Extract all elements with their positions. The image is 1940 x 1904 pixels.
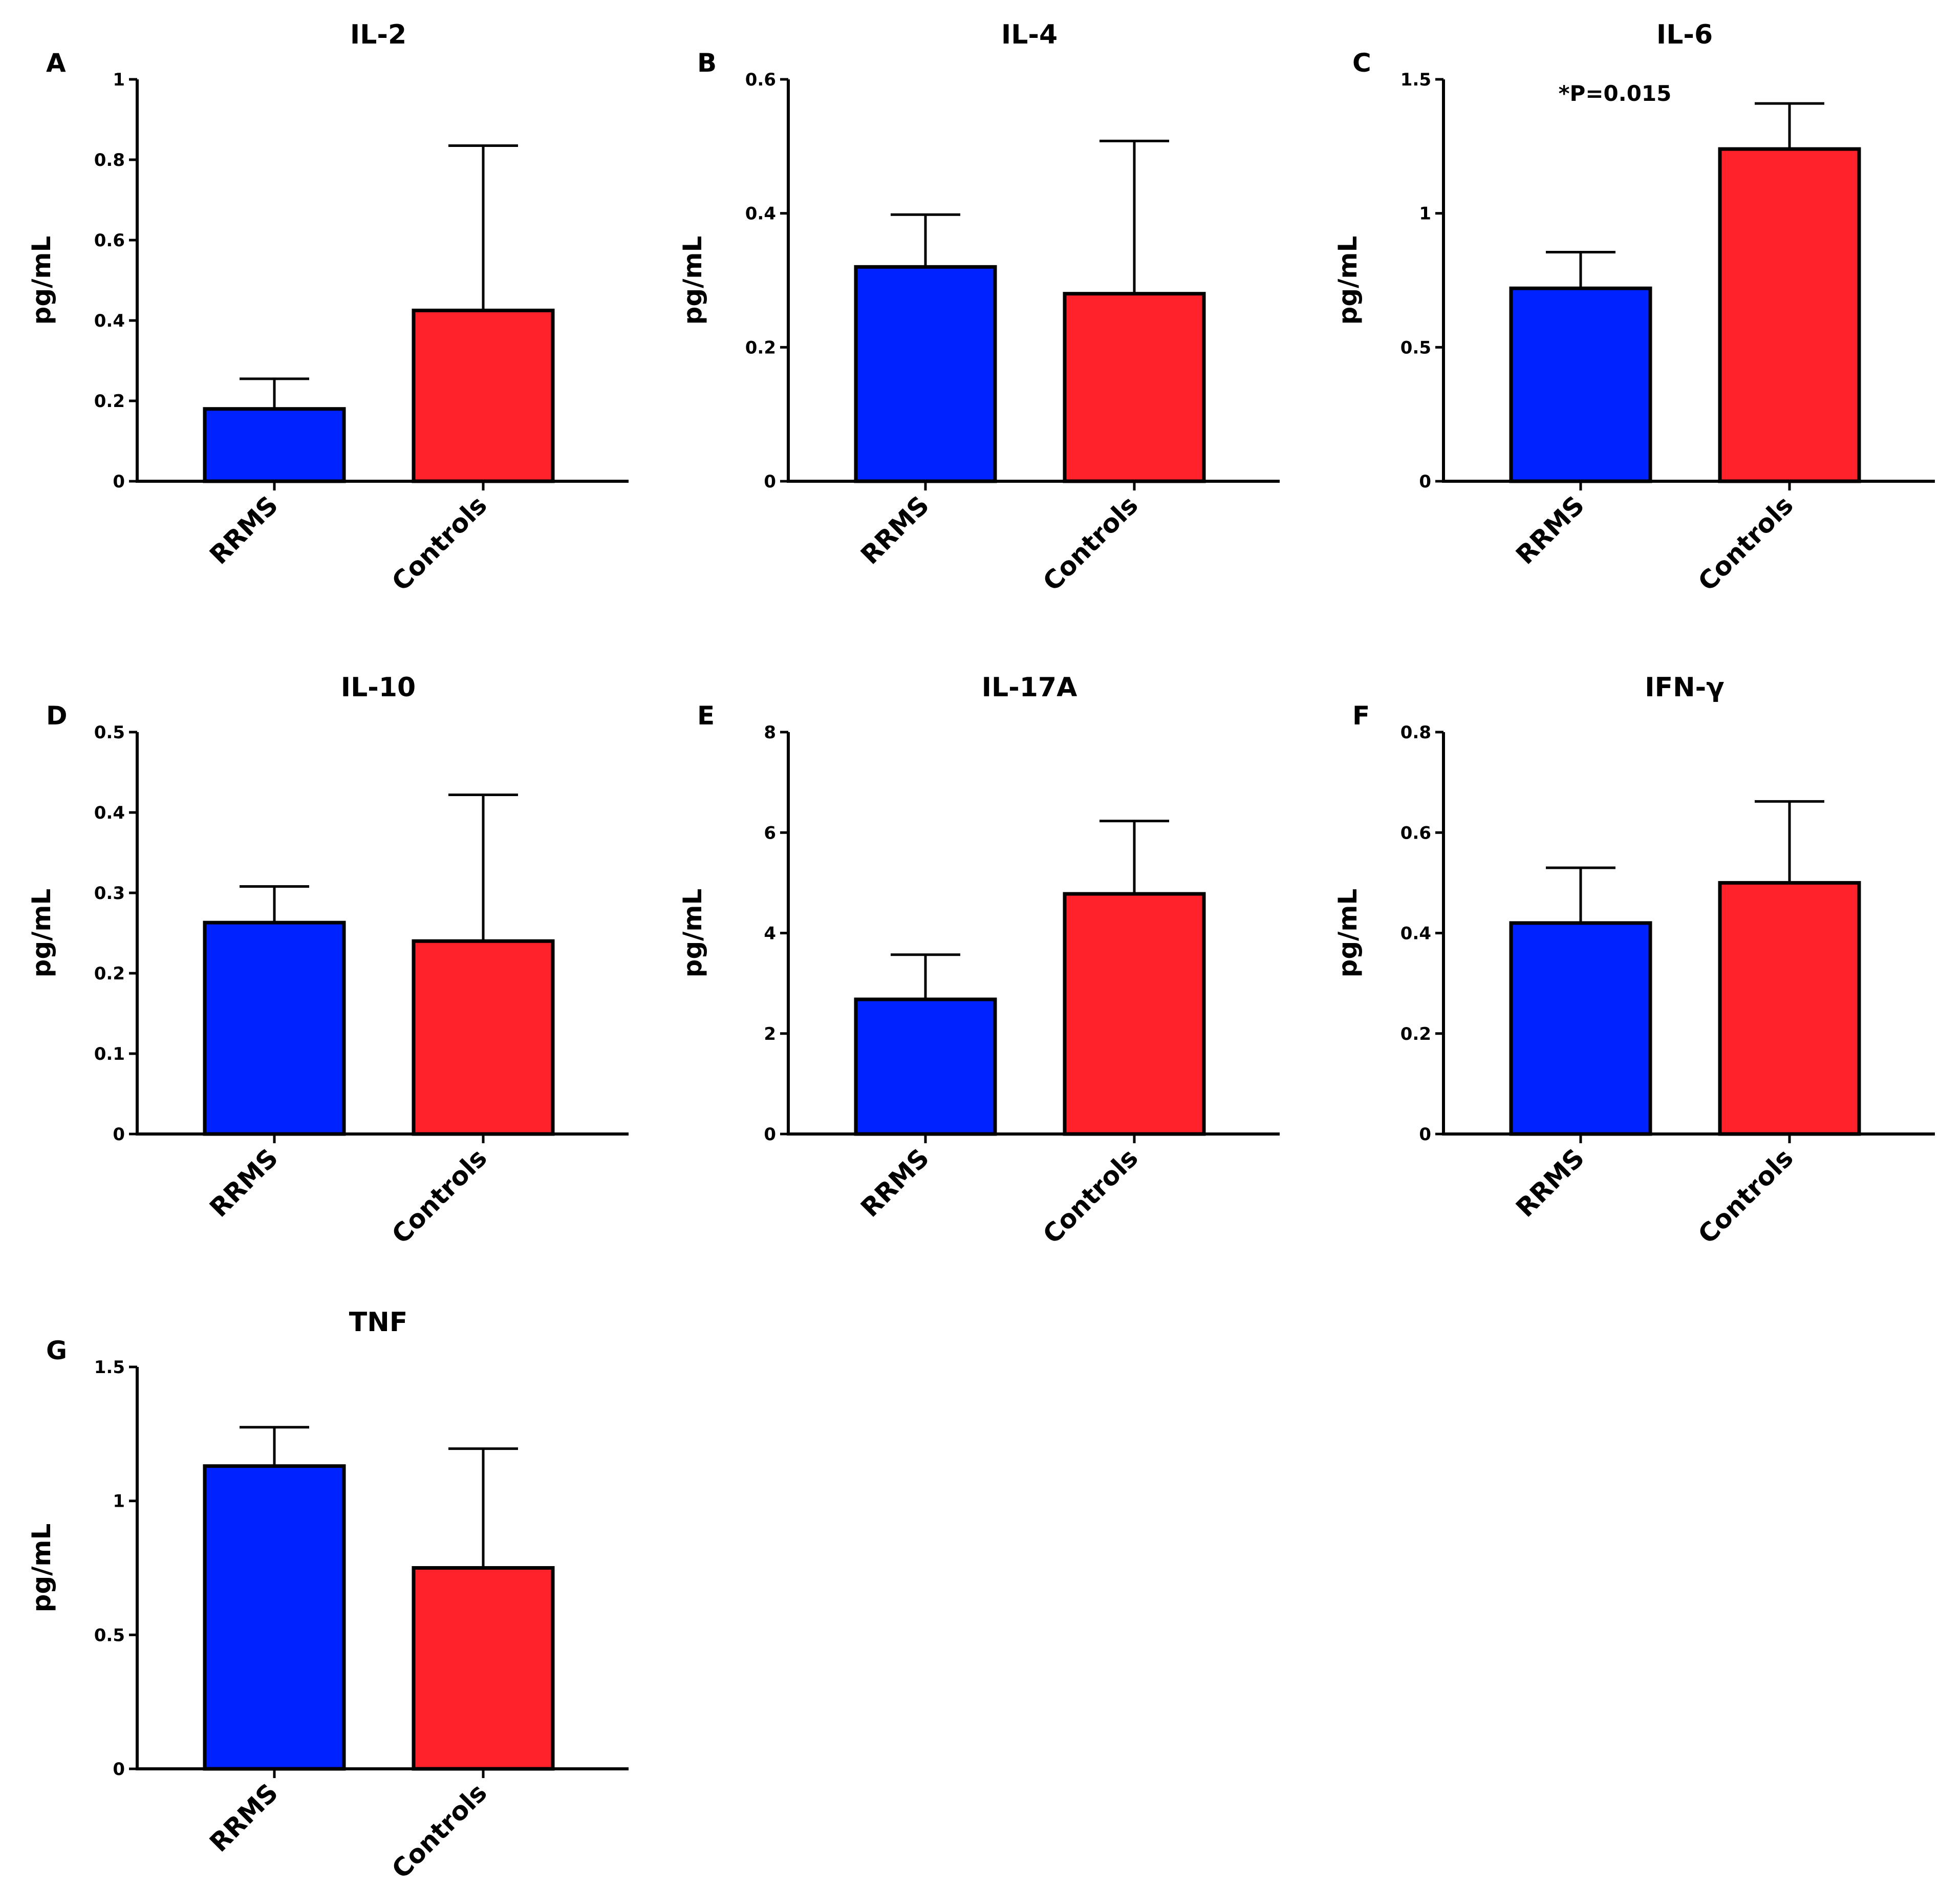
y-tick-label: 0.8: [94, 150, 125, 170]
bar-rrms: [203, 407, 346, 483]
chart-title: TNF: [349, 1307, 408, 1338]
bar-controls: [1718, 881, 1861, 1136]
bar-controls: [412, 308, 555, 483]
y-tick-label: 0: [113, 472, 125, 492]
y-tick-label: 0: [764, 1124, 776, 1145]
y-tick-label: 2: [764, 1024, 776, 1044]
bar-controls: [1718, 147, 1861, 483]
chart-title: IL-4: [1001, 19, 1058, 50]
panel-letter: D: [46, 701, 68, 731]
chart-title: IFN-γ: [1645, 672, 1724, 703]
chart-title: IL-10: [341, 672, 416, 703]
y-tick-label: 0: [1419, 1124, 1431, 1145]
y-tick-label: 0: [113, 1759, 125, 1780]
bar-controls: [412, 1566, 555, 1771]
y-axis-label: pg/mL: [27, 1524, 56, 1613]
y-tick-label: 0.4: [1400, 924, 1431, 944]
bar-controls: [1063, 292, 1206, 483]
y-tick-label: 0.8: [1400, 722, 1431, 743]
bar-rrms: [1509, 921, 1652, 1136]
y-tick-label: 0.2: [94, 391, 125, 412]
y-tick-label: 0.2: [94, 964, 125, 984]
y-tick-label: 0.2: [1400, 1024, 1431, 1044]
y-axis-label: pg/mL: [27, 236, 56, 325]
y-tick-label: 0.1: [94, 1044, 125, 1064]
panel-letter: A: [46, 48, 66, 78]
y-tick-label: 0.6: [1400, 823, 1431, 843]
y-tick-label: 0.5: [94, 722, 125, 743]
y-tick-label: 0.4: [745, 204, 776, 224]
bar-rrms: [203, 1464, 346, 1771]
y-tick-label: 0: [764, 472, 776, 492]
bar-rrms: [854, 997, 997, 1136]
y-axis-label: pg/mL: [678, 889, 707, 978]
bar-controls: [412, 939, 555, 1136]
y-tick-label: 0.6: [94, 230, 125, 251]
chart-title: IL-17A: [982, 672, 1077, 703]
y-tick-label: 0: [113, 1124, 125, 1145]
y-axis-label: pg/mL: [678, 236, 707, 325]
y-tick-label: 0.5: [1400, 337, 1431, 358]
y-tick-label: 1.5: [94, 1357, 125, 1378]
bar-rrms: [1509, 286, 1652, 483]
y-tick-label: 0.5: [94, 1625, 125, 1645]
bar-rrms: [854, 265, 997, 483]
y-tick-label: 0.6: [745, 70, 776, 90]
y-tick-label: 0: [1419, 472, 1431, 492]
chart-title: IL-6: [1656, 19, 1713, 50]
y-tick-label: 1: [1419, 204, 1431, 224]
y-tick-label: 0.4: [94, 311, 125, 331]
chart-title: IL-2: [350, 19, 406, 50]
panel-letter: E: [697, 701, 715, 731]
bar-controls: [1063, 892, 1206, 1136]
y-tick-label: 0.2: [745, 337, 776, 358]
y-tick-label: 1.5: [1400, 70, 1431, 90]
y-tick-label: 0.4: [94, 803, 125, 823]
y-tick-label: 0.3: [94, 883, 125, 904]
significance-annotation: *P=0.015: [1559, 81, 1672, 106]
y-tick-label: 4: [764, 924, 776, 944]
bar-rrms: [203, 921, 346, 1136]
y-tick-label: 1: [113, 1491, 125, 1512]
y-tick-label: 1: [113, 70, 125, 90]
y-tick-label: 8: [764, 722, 776, 743]
y-tick-label: 6: [764, 823, 776, 843]
panel-letter: F: [1352, 701, 1370, 731]
panel-letter: B: [697, 48, 717, 78]
y-axis-label: pg/mL: [1333, 889, 1363, 978]
panel-letter: G: [46, 1336, 67, 1365]
panel-letter: C: [1352, 48, 1371, 78]
y-axis-label: pg/mL: [27, 889, 56, 978]
y-axis-label: pg/mL: [1333, 236, 1363, 325]
